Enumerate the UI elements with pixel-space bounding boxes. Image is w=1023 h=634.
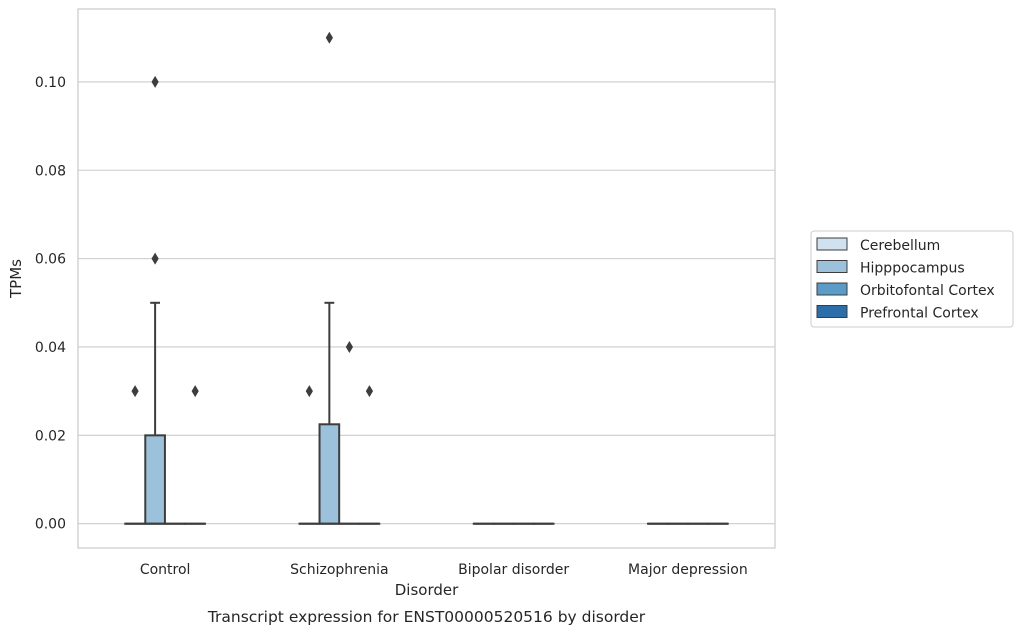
series-prefrontal-cortex <box>184 385 729 525</box>
x-tick-label: Bipolar disorder <box>458 562 569 578</box>
box <box>318 423 341 525</box>
x-tick-label: Major depression <box>628 562 748 578</box>
legend-swatch <box>816 305 848 318</box>
chart-caption: Transcript expression for ENST0000052051… <box>207 608 646 626</box>
outlier-point <box>305 385 313 398</box>
legend-label: Hipppocampus <box>860 261 965 277</box>
y-axis-title: TPMs <box>7 259 25 299</box>
box <box>144 434 166 525</box>
y-tick-label: 0.06 <box>35 252 66 268</box>
axis-ticks: 0.00 0.02 0.04 0.06 0.08 0.10 Control Schizophr… <box>35 75 748 578</box>
outlier-point <box>191 385 199 398</box>
y-tick-label: 0.04 <box>35 340 66 356</box>
y-tick-label: 0.08 <box>35 163 66 179</box>
legend-swatch <box>816 237 848 251</box>
outlier-point <box>131 385 139 398</box>
series-orbitofontal-cortex <box>164 340 709 525</box>
grid-lines <box>78 81 775 525</box>
x-tick-label: Control <box>140 562 191 578</box>
x-axis-title: Disorder <box>395 581 459 599</box>
x-tick-label: Schizophrenia <box>290 562 388 578</box>
outlier-point <box>365 385 374 398</box>
series-cerebellum <box>124 385 669 525</box>
outlier-point <box>151 252 159 265</box>
legend-swatch <box>816 282 848 296</box>
y-tick-label: 0.10 <box>35 75 66 91</box>
legend: Cerebellum Hipppocampus Orbitofontal Corte… <box>810 230 1014 328</box>
legend-frame <box>810 230 1014 328</box>
outlier-point <box>325 31 333 44</box>
plot-area-frame <box>77 8 776 549</box>
outlier-point <box>151 75 159 88</box>
series-hipppocampus <box>144 31 689 525</box>
y-tick-label: 0.02 <box>35 428 66 444</box>
box-series-layer <box>124 31 729 525</box>
legend-label: Cerebellum <box>860 238 940 254</box>
legend-label: Orbitofontal Cortex <box>860 283 995 299</box>
outlier-point <box>345 340 353 353</box>
y-tick-label: 0.00 <box>35 517 66 533</box>
legend-swatch <box>816 260 848 273</box>
legend-label: Prefrontal Cortex <box>860 306 979 322</box>
